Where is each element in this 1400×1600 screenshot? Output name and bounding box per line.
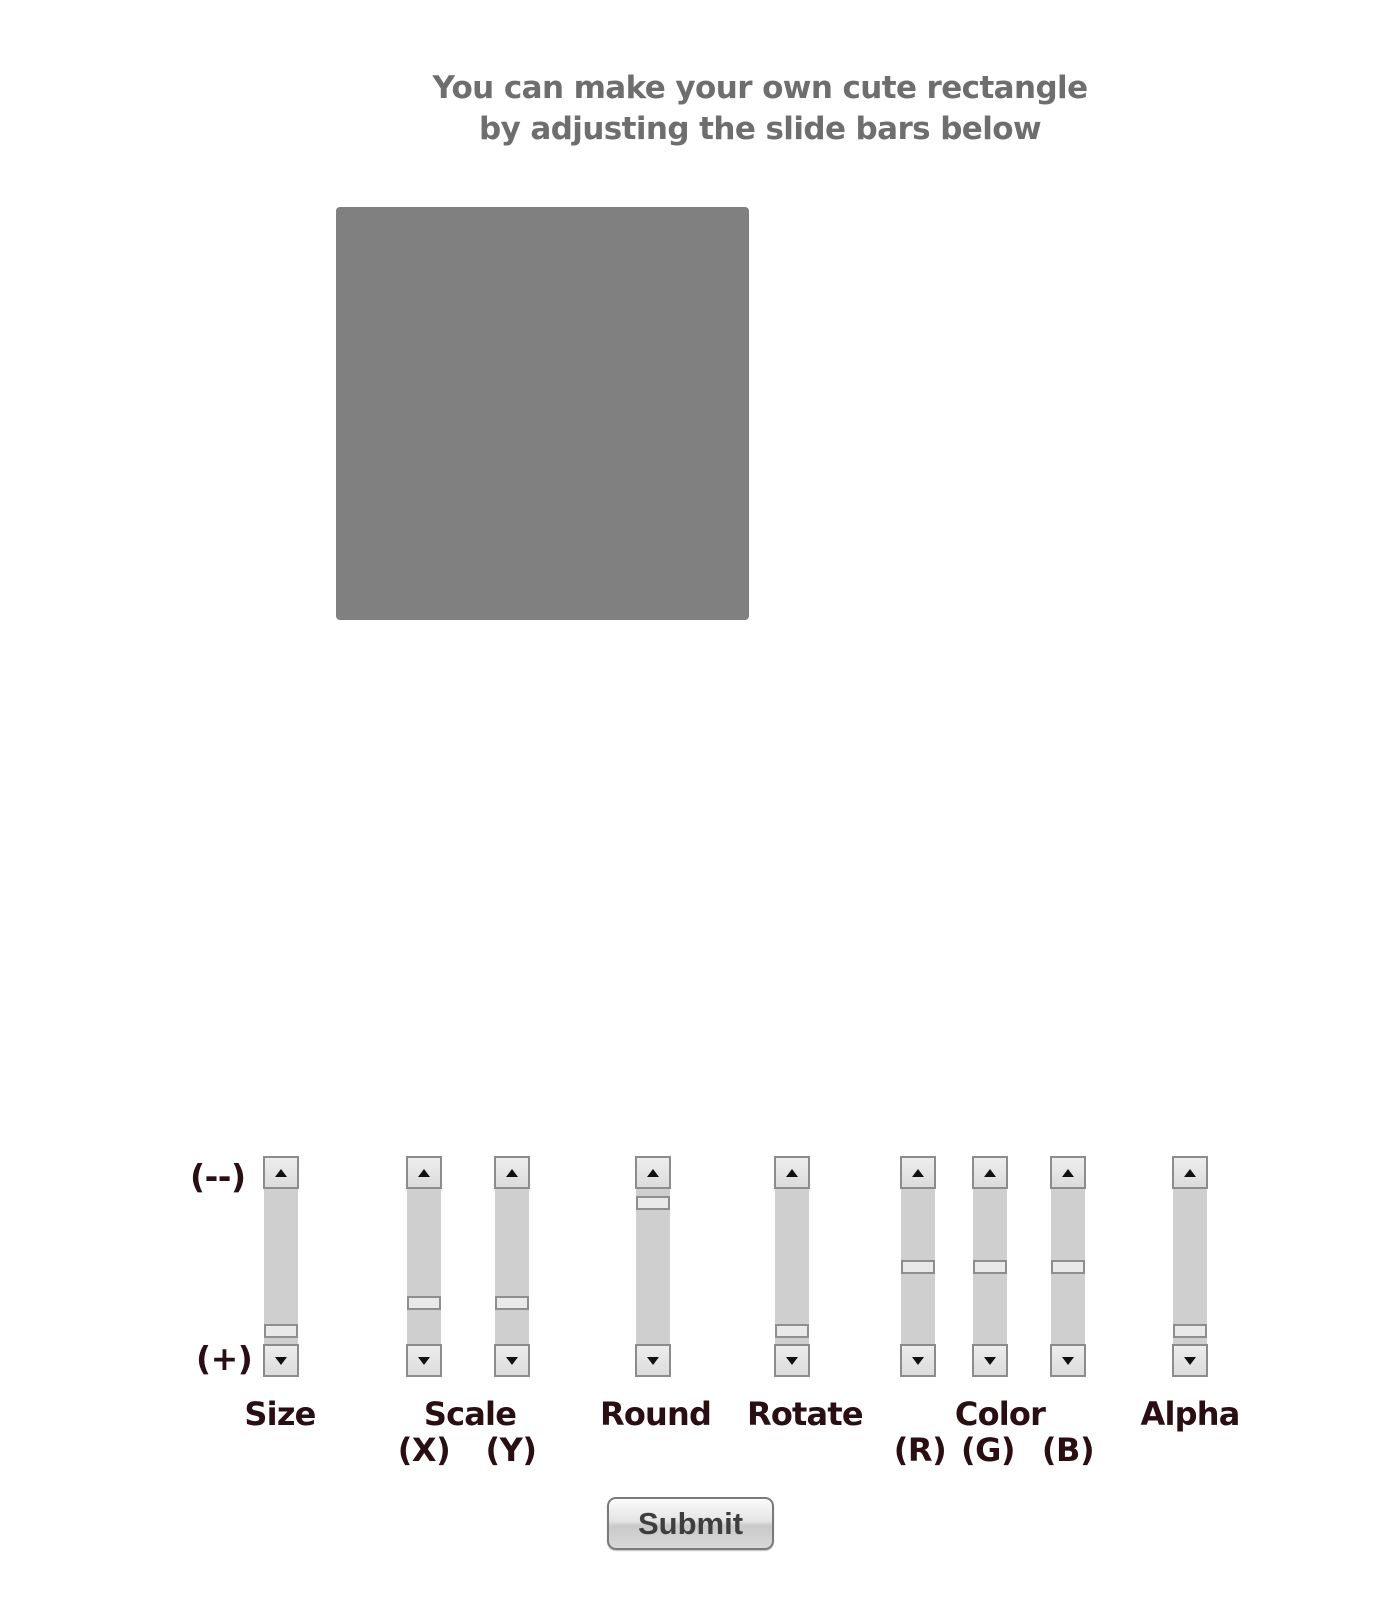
arrow-up-icon (1062, 1168, 1074, 1177)
scroll-down-button[interactable] (635, 1344, 671, 1377)
scroll-up-button[interactable] (774, 1156, 810, 1189)
scroll-up-button[interactable] (494, 1156, 530, 1189)
range-min-label: (--) (190, 1157, 246, 1196)
scroll-down-button[interactable] (263, 1344, 299, 1377)
slider-thumb[interactable] (1173, 1324, 1207, 1338)
scroll-down-button[interactable] (406, 1344, 442, 1377)
scroll-down-button[interactable] (1050, 1344, 1086, 1377)
round-slider[interactable] (635, 1156, 671, 1377)
scroll-up-button[interactable] (900, 1156, 936, 1189)
size-label: Size (244, 1395, 316, 1433)
slider-thumb[interactable] (1051, 1260, 1085, 1274)
arrow-down-icon (1184, 1356, 1196, 1365)
color-r-label: (R) (893, 1431, 947, 1469)
alpha-slider[interactable] (1172, 1156, 1208, 1377)
rotate-slider[interactable] (774, 1156, 810, 1377)
arrow-up-icon (418, 1168, 430, 1177)
scroll-up-button[interactable] (635, 1156, 671, 1189)
slider-thumb[interactable] (495, 1296, 529, 1310)
rotate-label: Rotate (747, 1395, 864, 1433)
slider-thumb[interactable] (775, 1324, 809, 1338)
arrow-down-icon (418, 1356, 430, 1365)
scroll-up-button[interactable] (972, 1156, 1008, 1189)
alpha-label: Alpha (1140, 1395, 1240, 1433)
slider-thumb[interactable] (901, 1260, 935, 1274)
slider-thumb[interactable] (973, 1260, 1007, 1274)
slider-thumb[interactable] (407, 1296, 441, 1310)
arrow-down-icon (984, 1356, 996, 1365)
arrow-down-icon (647, 1356, 659, 1365)
size-slider[interactable] (263, 1156, 299, 1377)
scale-y-slider[interactable] (494, 1156, 530, 1377)
scale-x-label: (X) (397, 1431, 451, 1469)
arrow-up-icon (506, 1168, 518, 1177)
color-g-label: (G) (960, 1431, 1016, 1469)
arrow-down-icon (912, 1356, 924, 1365)
round-label: Round (600, 1395, 712, 1433)
scroll-down-button[interactable] (900, 1344, 936, 1377)
arrow-up-icon (984, 1168, 996, 1177)
submit-button[interactable]: Submit (607, 1497, 774, 1550)
slider-thumb[interactable] (264, 1324, 298, 1338)
slider-track[interactable] (407, 1156, 441, 1377)
color-b-label: (B) (1041, 1431, 1095, 1469)
slider-track[interactable] (636, 1156, 670, 1377)
color-r-slider[interactable] (900, 1156, 936, 1377)
color-g-slider[interactable] (972, 1156, 1008, 1377)
slider-track[interactable] (495, 1156, 529, 1377)
instructions-text: You can make your own cute rectangle by … (400, 68, 1120, 150)
instructions-line-2: by adjusting the slide bars below (479, 111, 1042, 147)
arrow-up-icon (647, 1168, 659, 1177)
arrow-up-icon (912, 1168, 924, 1177)
scroll-up-button[interactable] (1172, 1156, 1208, 1189)
rectangle-preview (336, 207, 749, 620)
scroll-up-button[interactable] (1050, 1156, 1086, 1189)
arrow-down-icon (506, 1356, 518, 1365)
arrow-down-icon (786, 1356, 798, 1365)
scroll-up-button[interactable] (263, 1156, 299, 1189)
scroll-down-button[interactable] (972, 1344, 1008, 1377)
scroll-down-button[interactable] (494, 1344, 530, 1377)
scale-x-slider[interactable] (406, 1156, 442, 1377)
instructions-line-1: You can make your own cute rectangle (432, 70, 1088, 106)
scroll-down-button[interactable] (1172, 1344, 1208, 1377)
slider-thumb[interactable] (636, 1196, 670, 1210)
scroll-down-button[interactable] (774, 1344, 810, 1377)
arrow-down-icon (1062, 1356, 1074, 1365)
arrow-up-icon (786, 1168, 798, 1177)
color-label: Color (954, 1395, 1046, 1433)
range-max-label: (+) (196, 1339, 253, 1378)
slider-track[interactable] (1173, 1156, 1207, 1377)
slider-track[interactable] (264, 1156, 298, 1377)
scroll-up-button[interactable] (406, 1156, 442, 1189)
scale-label: Scale (423, 1395, 517, 1433)
slider-track[interactable] (775, 1156, 809, 1377)
arrow-down-icon (275, 1356, 287, 1365)
arrow-up-icon (1184, 1168, 1196, 1177)
arrow-up-icon (275, 1168, 287, 1177)
color-b-slider[interactable] (1050, 1156, 1086, 1377)
scale-y-label: (Y) (485, 1431, 537, 1469)
